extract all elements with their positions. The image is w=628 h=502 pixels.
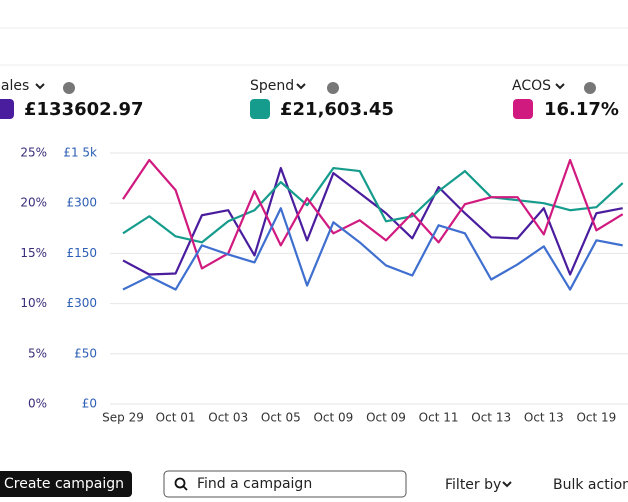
create-button-label[interactable]: Create campaign	[4, 476, 124, 492]
metric-value: £133602.97	[24, 99, 144, 120]
x-tick-label: Oct 01	[156, 411, 196, 425]
series-line	[122, 158, 624, 270]
metric-swatch	[0, 99, 14, 119]
info-icon[interactable]	[63, 82, 75, 94]
y2-tick-label: £1 5k	[63, 146, 97, 160]
x-tick-label: Oct 09	[366, 411, 406, 425]
chevron[interactable]	[296, 83, 306, 90]
metric-label[interactable]: Spend	[250, 78, 294, 94]
x-tick-label: Oct 09	[313, 411, 353, 425]
x-tick-label: Oct 05	[261, 411, 301, 425]
y-tick-label: 5%	[28, 346, 47, 360]
chart: 0% £0 5% £50 10% £300 15% £150 20% £300 25% £1 5k Se…	[20, 146, 628, 425]
metric-label[interactable]: ACOS	[512, 78, 551, 94]
y-tick-label: 0%	[28, 397, 47, 411]
y2-tick-label: £0	[82, 397, 97, 411]
metric-value: 16.17%	[544, 99, 619, 120]
y2-tick-label: £300	[66, 196, 97, 210]
y2-tick-label: £300	[66, 296, 97, 310]
series-line	[122, 207, 623, 291]
chevron[interactable]	[35, 83, 45, 90]
y-tick-label: 10%	[20, 296, 47, 310]
metric-swatch	[513, 99, 533, 119]
bulk-actions[interactable]: Bulk actions	[553, 477, 628, 493]
y-tick-label: 25%	[20, 146, 47, 160]
chevron[interactable]	[502, 481, 512, 488]
metric-swatch	[250, 99, 270, 119]
x-tick-label: Oct 13	[471, 411, 511, 425]
search-box[interactable]	[163, 470, 407, 498]
y2-tick-label: £50	[74, 346, 97, 360]
info-icon[interactable]	[584, 82, 596, 94]
x-tick-label: Oct 13	[524, 411, 564, 425]
x-tick-label: Oct 11	[419, 411, 459, 425]
series-line	[122, 166, 623, 276]
y-tick-label: 20%	[20, 196, 47, 210]
metric-label[interactable]: Sales	[0, 78, 29, 94]
metric-value: £21,603.45	[280, 99, 394, 120]
filter-button[interactable]: Filter by	[445, 477, 501, 493]
y-tick-label: 15%	[20, 246, 47, 260]
chevron[interactable]	[555, 83, 565, 90]
x-tick-label: Oct 19	[576, 411, 616, 425]
create-button[interactable]	[0, 471, 132, 497]
x-tick-label: Oct 03	[208, 411, 248, 425]
search-icon	[182, 485, 188, 491]
info-icon[interactable]	[327, 82, 339, 94]
search-icon	[174, 477, 186, 489]
y2-tick-label: £150	[66, 246, 97, 260]
x-tick-label: Sep 29	[102, 411, 144, 425]
search-placeholder[interactable]: Find a campaign	[197, 476, 312, 492]
series-line	[122, 166, 624, 244]
